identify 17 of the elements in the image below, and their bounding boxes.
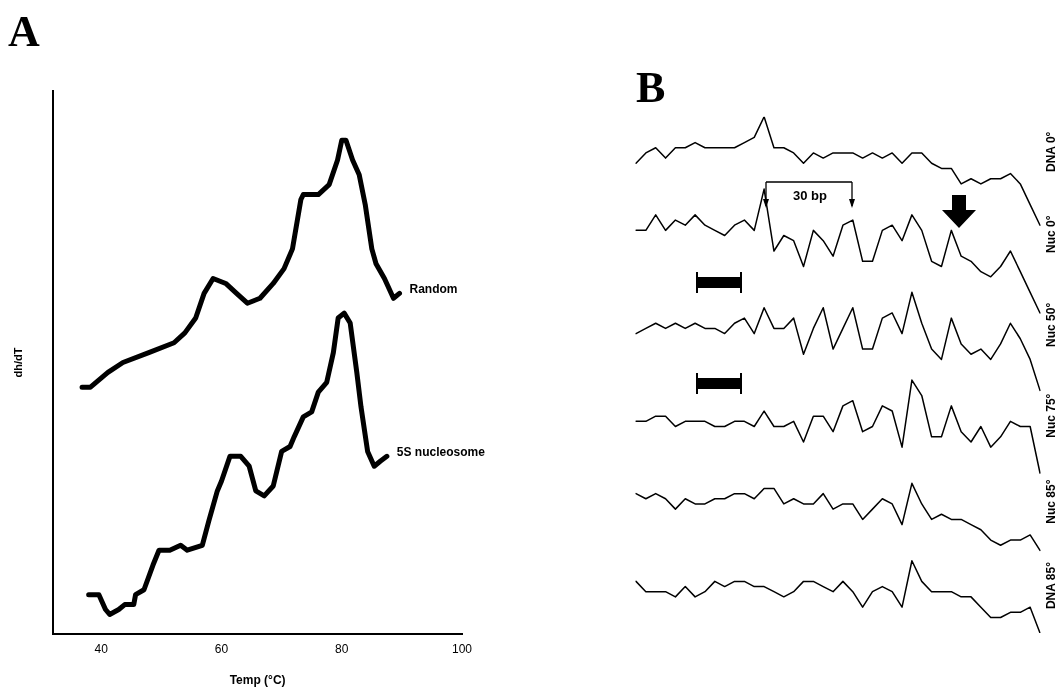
- x-tick-label: 80: [335, 641, 349, 656]
- annotation: 30 bp: [793, 187, 828, 203]
- x-tick-label: 100: [451, 641, 473, 656]
- chart-title: A: [8, 6, 40, 56]
- x-tick-label: 40: [94, 641, 109, 656]
- text: Nuc 75°: [1044, 393, 1059, 438]
- series-label: 5S nucleosome: [396, 444, 486, 459]
- text: Nuc 50°: [1044, 302, 1059, 347]
- text: DNA 0°: [1044, 131, 1059, 172]
- text: Nuc 0°: [1044, 215, 1059, 253]
- x-axis-title: Temp (°C): [229, 673, 286, 688]
- text: Nuc 85°: [1044, 479, 1059, 524]
- series-label: Random: [409, 281, 458, 296]
- text: DNA 85°: [1044, 561, 1059, 610]
- y-axis-title: dh/dT: [11, 347, 24, 378]
- chart-title: B: [636, 62, 666, 112]
- x-tick-label: 60: [214, 641, 229, 656]
